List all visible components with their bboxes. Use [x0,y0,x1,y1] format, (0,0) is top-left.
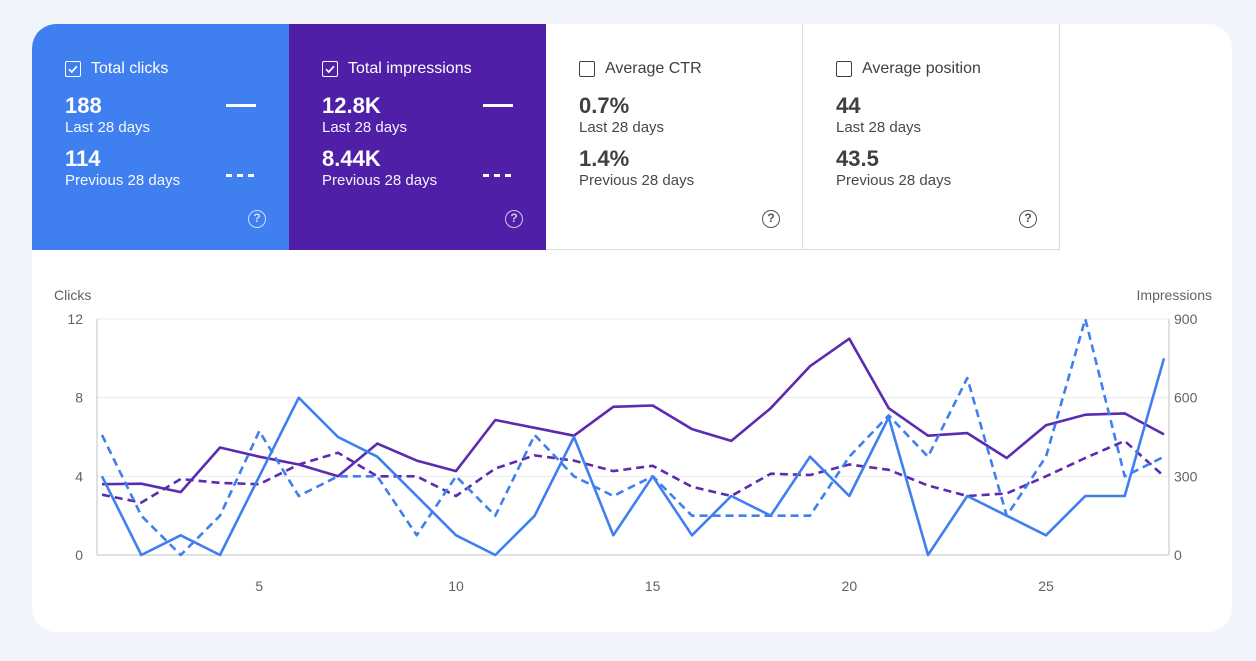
previous-period-label: Previous 28 days [65,172,181,189]
performance-panel: Total clicks 188 Last 28 days 114 Previo… [32,24,1232,632]
card-header: Total impressions [322,58,546,80]
x-tick-label: 20 [842,578,858,594]
right-axis-title: Impressions [1137,287,1212,303]
solid-line-legend-icon [226,104,256,107]
card-header: Total clicks [65,58,289,80]
help-icon[interactable]: ? [505,210,523,228]
help-icon[interactable]: ? [1019,210,1037,228]
y-tick-label-left: 8 [75,390,83,406]
left-axis-title: Clicks [54,287,91,303]
y-tick-label-right: 900 [1174,311,1198,327]
current-value: 0.7% [579,93,630,118]
metric-card-total-impressions[interactable]: Total impressions 12.8K Last 28 days 8.4… [289,24,546,250]
current-period-label: Last 28 days [65,119,151,136]
metric-cards: Total clicks 188 Last 28 days 114 Previo… [32,24,1060,250]
previous-value: 43.5 [836,146,879,171]
current-period-label: Last 28 days [322,119,408,136]
solid-line-legend-icon [483,104,513,107]
checkbox-checked-icon[interactable] [65,61,81,77]
checkbox-unchecked-icon[interactable] [836,61,852,77]
card-title: Total impressions [348,60,472,77]
card-header: Average CTR [579,58,802,80]
dashed-line-legend-icon [226,174,256,177]
y-tick-label-left: 4 [75,468,83,484]
dashed-line-legend-icon [483,174,513,177]
help-icon[interactable]: ? [762,210,780,228]
performance-line-chart[interactable]: Clicks Impressions 0 4 8 12 0 300 600 900 5 10 15 2… [32,24,1232,632]
y-tick-label-left: 0 [75,547,83,563]
y-tick-label-right: 300 [1174,468,1198,484]
x-tick-label: 10 [448,578,464,594]
card-header: Average position [836,58,1059,80]
previous-period-label: Previous 28 days [579,172,695,189]
current-value: 12.8K [322,93,381,118]
current-period-label: Last 28 days [579,119,665,136]
metric-card-average-position[interactable]: Average position 44 Last 28 days 43.5 Pr… [803,24,1060,250]
previous-value: 1.4% [579,146,630,171]
series-line-left-dashed [100,317,1165,557]
previous-value: 8.44K [322,146,381,171]
card-title: Total clicks [91,60,169,77]
card-title: Average position [862,60,981,77]
x-tick-label: 15 [645,578,661,594]
current-period-label: Last 28 days [836,119,922,136]
checkbox-checked-icon[interactable] [322,61,338,77]
current-value: 188 [65,93,102,118]
x-tick-label: 5 [255,578,263,594]
metric-card-average-ctr[interactable]: Average CTR 0.7% Last 28 days 1.4% Previ… [546,24,803,250]
y-tick-label-right: 0 [1174,547,1182,563]
previous-period-label: Previous 28 days [836,172,952,189]
x-tick-label: 25 [1038,578,1054,594]
checkbox-unchecked-icon[interactable] [579,61,595,77]
previous-value: 114 [65,146,101,171]
series-line-right-dashed [101,439,1165,504]
help-icon[interactable]: ? [248,210,266,228]
card-title: Average CTR [605,60,702,77]
metric-card-total-clicks[interactable]: Total clicks 188 Last 28 days 114 Previo… [32,24,289,250]
current-value: 44 [836,93,861,118]
series-line-right-solid [101,337,1165,494]
y-tick-label-right: 600 [1174,390,1198,406]
y-tick-label-left: 12 [67,311,83,327]
series-line-left-solid [100,357,1166,557]
previous-period-label: Previous 28 days [322,172,438,189]
